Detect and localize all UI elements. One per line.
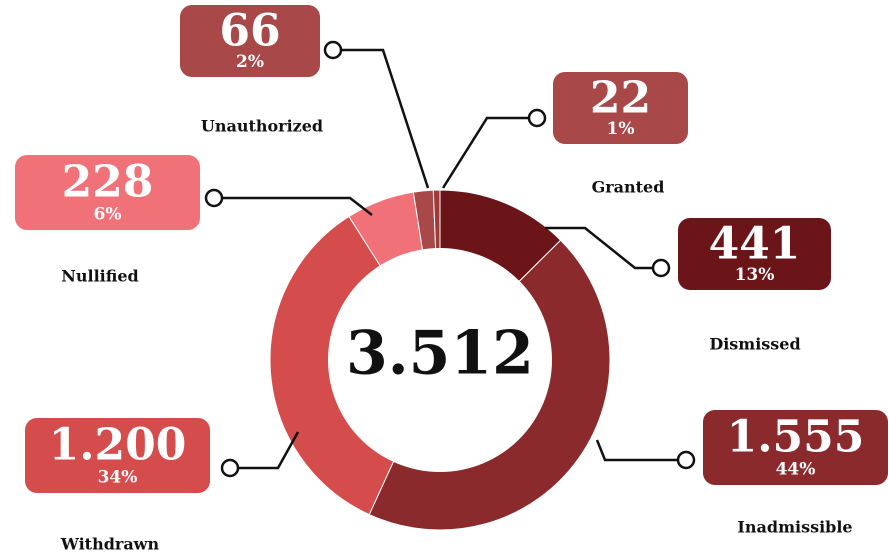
value-label: 1.200 bbox=[49, 420, 187, 471]
percent-label: 44% bbox=[776, 460, 816, 480]
connector-dot bbox=[204, 188, 224, 208]
label-box bbox=[678, 218, 831, 290]
connector bbox=[441, 116, 537, 189]
category-label: Dismissed bbox=[709, 335, 800, 354]
category-label: Nullified bbox=[61, 267, 139, 286]
category-label: Inadmissible bbox=[737, 518, 852, 537]
percent-label: 13% bbox=[735, 265, 775, 285]
category-label: Withdrawn bbox=[60, 535, 160, 554]
total-label: 3.512 bbox=[346, 319, 534, 389]
category-label: Granted bbox=[592, 178, 665, 197]
connector bbox=[595, 439, 686, 462]
connector-dot bbox=[220, 458, 240, 478]
value-label: 228 bbox=[62, 157, 154, 208]
connector bbox=[214, 196, 373, 216]
connector bbox=[545, 226, 661, 270]
label-box bbox=[703, 410, 888, 485]
value-label: 1.555 bbox=[727, 412, 865, 463]
category-label: Unauthorized bbox=[201, 117, 323, 136]
connector bbox=[230, 431, 300, 470]
connector bbox=[333, 48, 430, 189]
donut-hole bbox=[328, 248, 552, 472]
label-box bbox=[553, 72, 688, 144]
value-label: 441 bbox=[709, 218, 801, 269]
connector-dot bbox=[323, 40, 343, 60]
value-label: 22 bbox=[590, 72, 651, 123]
connector-dot bbox=[527, 108, 547, 128]
connector-dot bbox=[676, 450, 696, 470]
percent-label: 34% bbox=[98, 468, 138, 488]
label-box bbox=[25, 418, 210, 493]
value-label: 66 bbox=[219, 5, 280, 56]
percent-label: 6% bbox=[94, 205, 122, 225]
label-box bbox=[180, 5, 320, 77]
label-box bbox=[15, 155, 200, 230]
percent-label: 2% bbox=[236, 52, 264, 72]
connector-dot bbox=[651, 258, 671, 278]
percent-label: 1% bbox=[607, 119, 635, 139]
